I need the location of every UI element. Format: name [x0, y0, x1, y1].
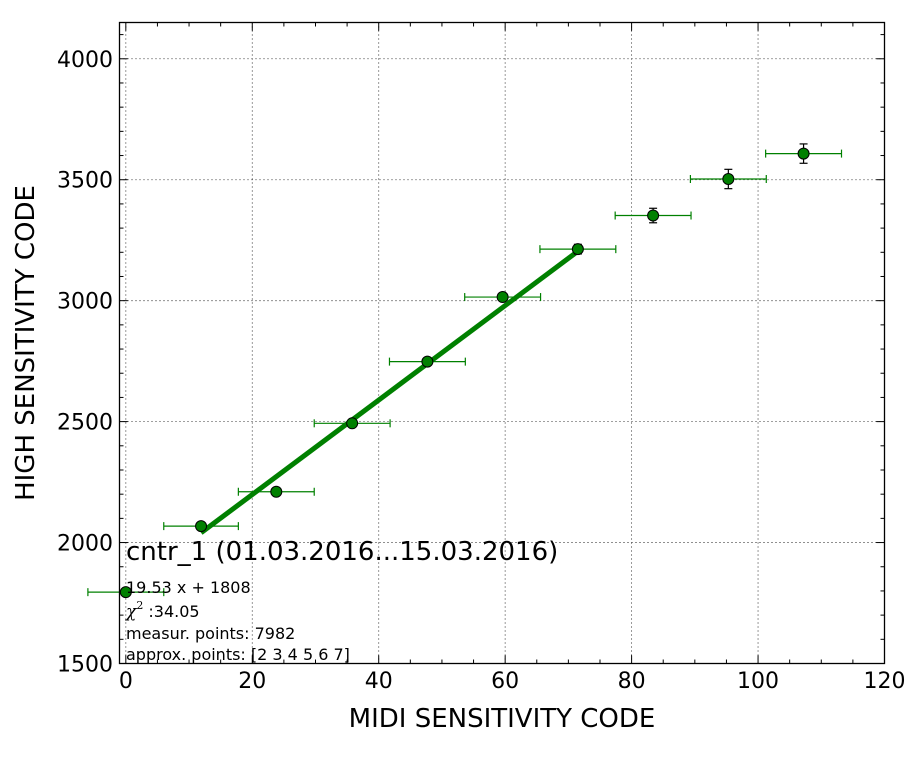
fit-line-group [199, 249, 580, 535]
x-tick-label: 120 [864, 669, 906, 694]
data-point-2 [195, 520, 208, 533]
data-point-8 [647, 209, 660, 222]
data-point-6 [496, 291, 509, 304]
grid [119, 22, 885, 664]
major-ticks [119, 22, 885, 664]
y-tick-label: 3500 [57, 169, 113, 194]
y-tick-label: 3000 [57, 290, 113, 315]
data-point-4 [346, 417, 359, 430]
chi-value: :34.05 [143, 602, 199, 621]
chart-title: cntr_1 (01.03.2016...15.03.2016) [126, 537, 558, 567]
x-tick-label: 60 [491, 669, 519, 694]
y-tick-label: 1500 [57, 653, 113, 678]
x-tick-label: 100 [737, 669, 779, 694]
x-tick-label: 20 [238, 669, 266, 694]
data-point-5 [421, 355, 434, 368]
measurement-points-count: measur. points: 7982 [126, 624, 295, 643]
data-point-3 [270, 485, 283, 498]
data-point-10 [797, 147, 810, 160]
data-point-7 [571, 243, 584, 256]
y-tick-label: 2500 [57, 411, 113, 436]
y-axis-label: HIGH SENSITIVITY CODE [11, 185, 41, 501]
y-tick-label: 4000 [57, 48, 113, 73]
data-point-9 [722, 173, 735, 186]
x-tick-labels: 0 20 40 60 80 100 120 [119, 669, 906, 694]
approximation-points-list: approx. points: [2 3 4 5 6 7] [126, 645, 350, 664]
x-tick-label: 0 [119, 669, 133, 694]
y-tick-label: 2000 [57, 532, 113, 557]
data-point-1 [119, 586, 132, 599]
minor-ticks [119, 22, 885, 664]
chi-superscript: 2 [136, 599, 143, 612]
chi-symbol: χ [125, 602, 138, 622]
plot-frame [118, 21, 886, 665]
x-tick-label: 40 [365, 669, 393, 694]
data-points [119, 147, 810, 599]
fit-line [199, 249, 580, 535]
y-tick-labels: 1500 2000 2500 3000 3500 4000 [57, 48, 113, 678]
x-axis-label: MIDI SENSITIVITY CODE [349, 704, 656, 734]
fit-equation: 19.53 x + 1808 [126, 578, 251, 597]
x-tick-label: 80 [618, 669, 646, 694]
chi-square-annotation: χ2 :34.05 [125, 599, 200, 622]
